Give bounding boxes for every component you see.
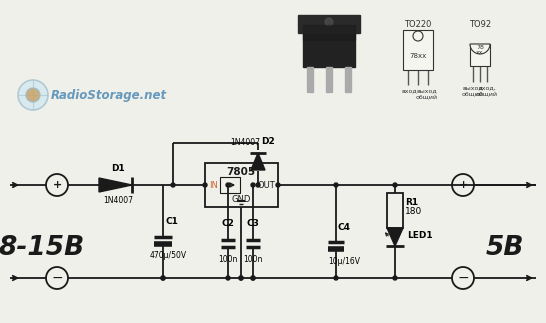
- Text: 1N4007: 1N4007: [103, 196, 133, 205]
- Text: 78
хх: 78 хх: [476, 45, 484, 55]
- Text: C2: C2: [222, 220, 234, 228]
- Text: TO92: TO92: [469, 20, 491, 29]
- Text: +: +: [459, 180, 467, 190]
- Text: −: −: [457, 271, 469, 285]
- Bar: [303, 25, 355, 67]
- Bar: [307, 67, 313, 92]
- Circle shape: [239, 276, 243, 280]
- Text: 1N4007: 1N4007: [230, 138, 260, 147]
- Text: вход: вход: [401, 88, 417, 93]
- Circle shape: [251, 276, 255, 280]
- Text: D1: D1: [111, 164, 125, 173]
- Text: +: +: [52, 180, 62, 190]
- Text: C3: C3: [247, 220, 259, 228]
- Circle shape: [161, 276, 165, 280]
- Bar: [387, 193, 403, 228]
- Text: 7805: 7805: [227, 167, 256, 177]
- Text: D2: D2: [261, 137, 275, 146]
- Polygon shape: [387, 228, 403, 246]
- Circle shape: [203, 183, 207, 187]
- Circle shape: [171, 183, 175, 187]
- Text: R1: R1: [405, 198, 418, 207]
- Text: C4: C4: [338, 223, 351, 232]
- Text: 180: 180: [405, 207, 422, 216]
- Bar: [205, 163, 278, 207]
- Text: C1: C1: [165, 217, 178, 226]
- Text: GND: GND: [232, 195, 251, 204]
- Circle shape: [161, 276, 165, 280]
- Circle shape: [226, 276, 230, 280]
- Polygon shape: [251, 153, 265, 170]
- Circle shape: [334, 183, 338, 187]
- Circle shape: [239, 276, 243, 280]
- Text: выход
общий: выход общий: [416, 88, 438, 99]
- Circle shape: [256, 183, 260, 187]
- Bar: [470, 44, 490, 66]
- Text: LED1: LED1: [407, 232, 432, 241]
- Circle shape: [325, 18, 333, 26]
- Text: выход
общий: выход общий: [462, 85, 484, 96]
- Text: RadioStorage.net: RadioStorage.net: [51, 89, 167, 101]
- Circle shape: [226, 183, 230, 187]
- Text: 100n: 100n: [244, 255, 263, 264]
- Bar: [403, 30, 433, 70]
- Polygon shape: [99, 178, 132, 192]
- Text: −: −: [51, 271, 63, 285]
- Circle shape: [334, 276, 338, 280]
- Text: OUT: OUT: [257, 181, 275, 190]
- Circle shape: [276, 183, 280, 187]
- Circle shape: [26, 88, 40, 102]
- Text: IN: IN: [209, 181, 218, 190]
- Bar: [220, 177, 240, 193]
- Bar: [326, 67, 332, 92]
- Text: вход,
общий: вход, общий: [476, 85, 498, 96]
- Bar: [345, 67, 351, 92]
- Bar: [303, 25, 355, 40]
- Circle shape: [393, 276, 397, 280]
- Text: 470μ/50V: 470μ/50V: [150, 252, 187, 261]
- Wedge shape: [470, 44, 490, 54]
- Text: 5B: 5B: [486, 235, 524, 261]
- Text: 8-15B: 8-15B: [0, 235, 85, 261]
- Text: TO220: TO220: [404, 20, 432, 29]
- Circle shape: [251, 276, 255, 280]
- Circle shape: [18, 80, 48, 110]
- Circle shape: [251, 183, 255, 187]
- Text: 10μ/16V: 10μ/16V: [328, 256, 360, 266]
- Bar: [298, 15, 360, 33]
- Text: 100n: 100n: [218, 255, 238, 264]
- Circle shape: [393, 183, 397, 187]
- Text: 78хх: 78хх: [410, 53, 426, 59]
